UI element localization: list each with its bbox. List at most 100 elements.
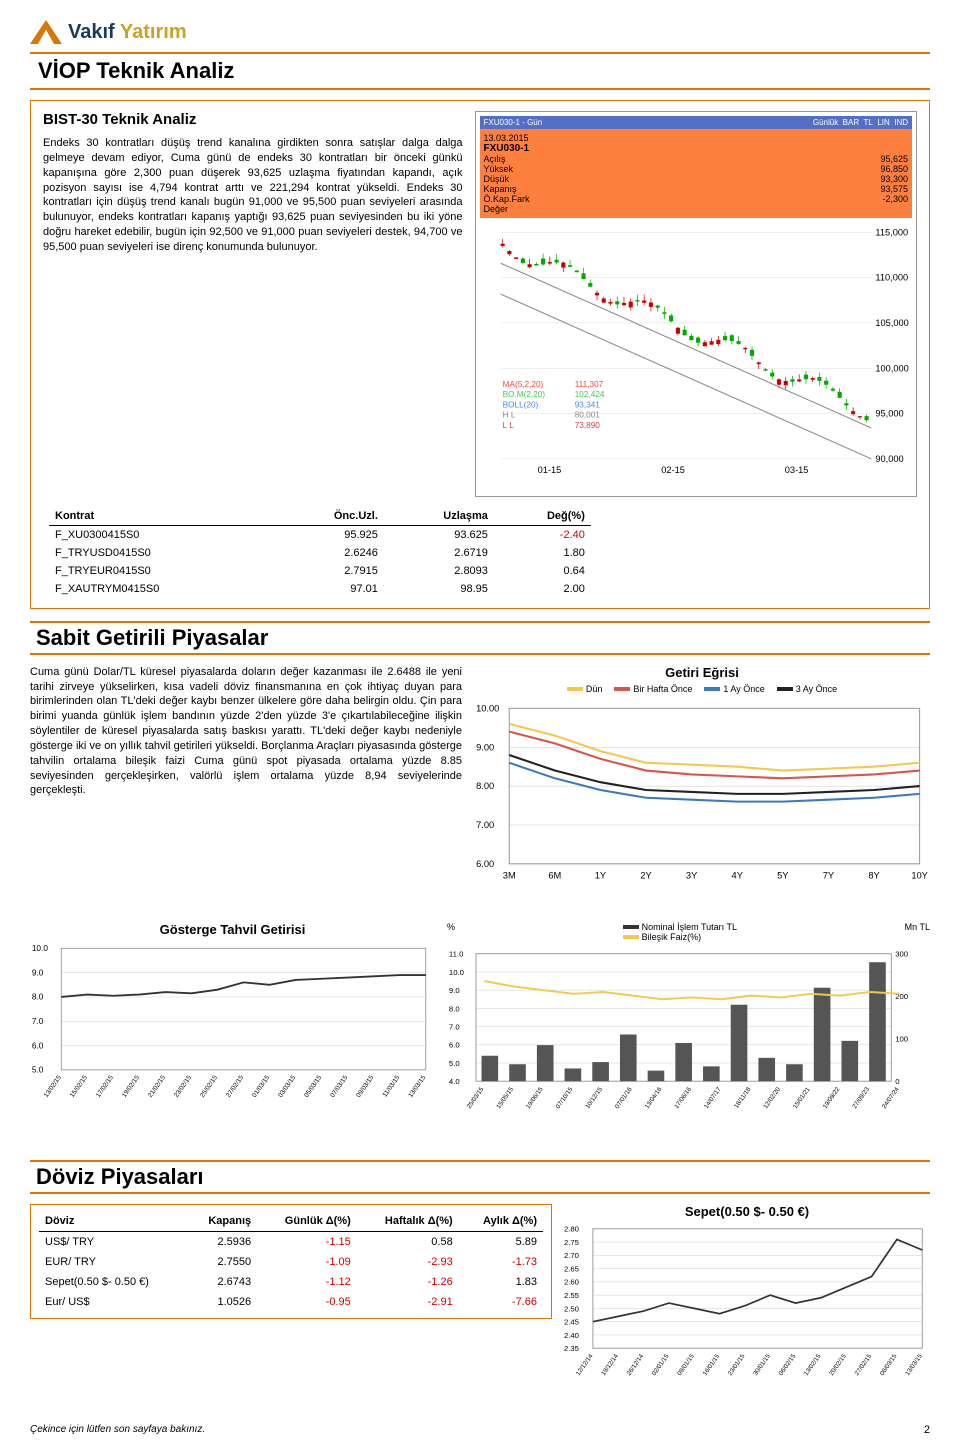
viop-section: BIST-30 Teknik Analiz Endeks 30 kontratl…: [30, 100, 930, 609]
svg-text:8.0: 8.0: [449, 1004, 460, 1013]
svg-text:13/03/15: 13/03/15: [904, 1353, 924, 1377]
svg-text:27/09/23: 27/09/23: [851, 1086, 871, 1110]
svg-text:13/03/15: 13/03/15: [407, 1074, 427, 1099]
svg-text:05/03/15: 05/03/15: [303, 1074, 323, 1099]
svg-text:19/02/15: 19/02/15: [121, 1074, 141, 1099]
brand-icon: [30, 20, 62, 44]
svg-text:14/07/17: 14/07/17: [703, 1086, 723, 1110]
svg-text:10.00: 10.00: [476, 703, 499, 713]
svg-text:7.00: 7.00: [476, 820, 494, 830]
svg-text:4Y: 4Y: [732, 870, 743, 880]
svg-text:9.00: 9.00: [476, 742, 494, 752]
svg-text:1Y: 1Y: [595, 870, 606, 880]
svg-text:93,341: 93,341: [574, 400, 600, 409]
svg-text:3Y: 3Y: [686, 870, 697, 880]
brand-text: Vakıf Yatırım: [68, 21, 187, 44]
svg-text:2.75: 2.75: [564, 1238, 579, 1247]
page-number: 2: [924, 1424, 930, 1436]
svg-text:7.0: 7.0: [449, 1022, 460, 1031]
viop-chart-svg: 115,000110,000105,000100,00095,00090,000…: [480, 222, 912, 490]
svg-text:MA(5,2,20): MA(5,2,20): [502, 380, 543, 389]
svg-text:12/12/14: 12/12/14: [575, 1353, 595, 1377]
brand-name-1: Vakıf: [68, 21, 120, 43]
fx-title: Döviz Piyasaları: [30, 1160, 930, 1194]
svg-text:8.00: 8.00: [476, 781, 494, 791]
svg-text:06/02/15: 06/02/15: [778, 1353, 798, 1377]
svg-text:2.70: 2.70: [564, 1251, 579, 1260]
svg-text:4.0: 4.0: [449, 1077, 460, 1086]
svg-text:5.0: 5.0: [32, 1066, 44, 1075]
bonds-title: Sabit Getirili Piyasalar: [30, 621, 930, 655]
svg-text:0: 0: [895, 1077, 899, 1086]
svg-text:10/12/15: 10/12/15: [584, 1086, 604, 1110]
svg-text:L L: L L: [502, 421, 514, 430]
svg-text:8.0: 8.0: [32, 993, 44, 1002]
svg-text:01-15: 01-15: [537, 465, 561, 475]
svg-text:7.0: 7.0: [32, 1017, 44, 1026]
svg-text:02/01/15: 02/01/15: [651, 1353, 671, 1377]
svg-text:27/02/15: 27/02/15: [854, 1353, 874, 1377]
chart-symbol-header: FXU030-1 - Gün: [484, 118, 543, 127]
svg-text:20/02/15: 20/02/15: [828, 1353, 848, 1377]
viop-title: VİOP Teknik Analiz: [38, 58, 922, 84]
svg-text:12/02/20: 12/02/20: [762, 1086, 782, 1110]
svg-text:2Y: 2Y: [640, 870, 651, 880]
svg-text:2.55: 2.55: [564, 1291, 579, 1300]
svg-text:95,000: 95,000: [875, 409, 903, 419]
svg-text:80,001: 80,001: [574, 411, 600, 420]
svg-text:11/03/15: 11/03/15: [382, 1074, 402, 1098]
svg-text:6.0: 6.0: [449, 1041, 460, 1050]
vol-right-label: Mn TL: [905, 922, 930, 942]
svg-text:09/01/15: 09/01/15: [676, 1353, 696, 1377]
svg-text:13/02/15: 13/02/15: [803, 1353, 823, 1377]
basket-chart: 2.802.752.702.652.602.552.502.452.402.35…: [564, 1223, 930, 1396]
svg-text:300: 300: [895, 950, 908, 959]
svg-text:6.00: 6.00: [476, 859, 494, 869]
footer: Çekince için lütfen son sayfaya bakınız.…: [30, 1424, 930, 1435]
svg-text:10.0: 10.0: [449, 968, 464, 977]
svg-text:19/12/14: 19/12/14: [600, 1353, 620, 1377]
fx-table-box: DövizKapanışGünlük Δ(%)Haftalık Δ(%)Aylı…: [30, 1204, 552, 1319]
svg-text:13/02/15: 13/02/15: [43, 1074, 63, 1099]
svg-text:15/01/21: 15/01/21: [792, 1086, 812, 1110]
svg-text:105,000: 105,000: [875, 318, 908, 328]
svg-text:23/01/15: 23/01/15: [727, 1353, 747, 1377]
svg-text:100,000: 100,000: [875, 363, 908, 373]
svg-text:8Y: 8Y: [868, 870, 879, 880]
svg-text:07/10/15: 07/10/15: [555, 1086, 575, 1110]
yield-curve-chart: 10.009.008.007.006.003M6M1Y2Y3Y4Y5Y7Y8Y1…: [474, 698, 930, 905]
svg-text:25/02/15: 25/02/15: [199, 1074, 219, 1099]
svg-text:3M: 3M: [503, 870, 516, 880]
svg-text:H L: H L: [502, 411, 515, 420]
svg-text:9.0: 9.0: [449, 986, 460, 995]
bench-chart: 10.09.08.07.06.05.013/02/1515/02/1517/02…: [30, 941, 435, 1125]
svg-text:2.60: 2.60: [564, 1278, 579, 1287]
svg-text:07/03/15: 07/03/15: [329, 1074, 349, 1099]
bench-chart-title: Gösterge Tahvil Getirisi: [30, 922, 435, 937]
svg-text:15/05/15: 15/05/15: [495, 1086, 515, 1110]
svg-text:19/06/15: 19/06/15: [525, 1086, 545, 1110]
svg-text:2.65: 2.65: [564, 1265, 579, 1274]
svg-text:2.80: 2.80: [564, 1225, 579, 1234]
svg-text:102,424: 102,424: [574, 390, 604, 399]
footer-note-text: Çekince için lütfen son sayfaya bakınız.: [30, 1424, 205, 1435]
svg-text:26/12/14: 26/12/14: [626, 1353, 646, 1377]
svg-text:5.0: 5.0: [449, 1059, 460, 1068]
contract-table: KontratÖnc.Uzl.UzlaşmaDeğ(%)F_XU0300415S…: [49, 507, 591, 598]
svg-text:11.0: 11.0: [449, 950, 463, 959]
svg-text:27/02/15: 27/02/15: [225, 1074, 245, 1099]
svg-text:19/09/22: 19/09/22: [822, 1086, 842, 1110]
viop-paragraph: Endeks 30 kontratları düşüş trend kanalı…: [43, 136, 463, 255]
svg-text:100: 100: [895, 1035, 908, 1044]
svg-text:2.45: 2.45: [564, 1318, 579, 1327]
svg-text:BOLL(20): BOLL(20): [502, 400, 538, 409]
svg-text:9.0: 9.0: [32, 968, 44, 977]
yield-curve-legend: DünBir Hafta Önce1 Ay Önce3 Ay Önce: [474, 684, 930, 694]
svg-text:BO.M(2,20): BO.M(2,20): [502, 390, 545, 399]
svg-text:03/03/15: 03/03/15: [277, 1074, 297, 1099]
svg-text:6M: 6M: [548, 870, 561, 880]
svg-text:7Y: 7Y: [823, 870, 834, 880]
svg-text:115,000: 115,000: [875, 227, 908, 237]
brand-name-2: Yatırım: [120, 21, 187, 43]
basket-chart-title: Sepet(0.50 $- 0.50 €): [564, 1204, 930, 1219]
